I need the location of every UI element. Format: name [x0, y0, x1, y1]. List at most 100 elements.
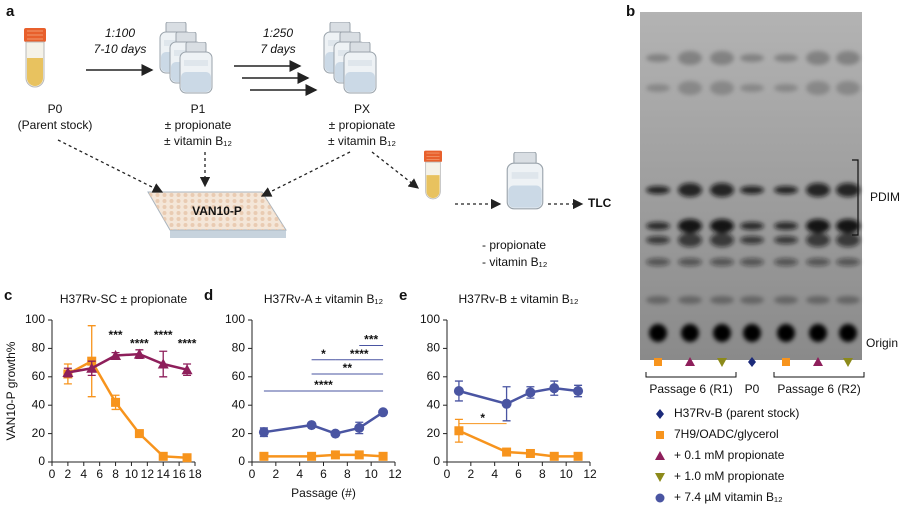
- origin-spot: [809, 324, 827, 342]
- band: [646, 222, 670, 230]
- band: [678, 183, 702, 197]
- band: [806, 81, 830, 95]
- band: [774, 186, 798, 194]
- plate-label: VAN10-P: [192, 204, 242, 218]
- band: [740, 54, 764, 62]
- marker: [655, 493, 665, 503]
- origin-label: Origin: [866, 336, 898, 350]
- significance-label: ****: [178, 336, 197, 350]
- band: [678, 51, 702, 65]
- bottle-stack: [160, 22, 212, 93]
- marker: [525, 387, 536, 398]
- band: [806, 51, 830, 65]
- band: [836, 258, 860, 266]
- x-tick-label: 6: [515, 467, 522, 481]
- y-axis-label: VAN10-P growth%: [4, 341, 18, 440]
- marker: [748, 357, 756, 367]
- marker: [655, 473, 665, 482]
- significance-label: ****: [130, 336, 149, 350]
- panel-label: c: [4, 287, 12, 304]
- band: [806, 233, 830, 247]
- x-tick-label: 12: [388, 467, 402, 481]
- x-tick-label: 18: [188, 467, 202, 481]
- condition: - vitamin B₁₂: [482, 255, 548, 269]
- band: [710, 233, 734, 247]
- x-tick-label: 8: [344, 467, 351, 481]
- marker: [717, 358, 727, 367]
- marker: [62, 367, 74, 378]
- x-axis-label: Passage (#): [291, 486, 356, 500]
- legend: H37Rv-B (parent stock) 7H9/OADC/glycerol +…: [655, 406, 799, 504]
- stage-name: PX: [354, 102, 370, 116]
- significance-label: ****: [314, 378, 333, 392]
- band: [678, 258, 702, 266]
- marker: [453, 386, 464, 396]
- series-line: [263, 411, 384, 435]
- band: [806, 183, 830, 197]
- y-tick-label: 60: [427, 369, 441, 383]
- panel-label: a: [6, 3, 15, 20]
- band: [740, 84, 764, 92]
- band: [710, 81, 734, 95]
- series-line: [458, 429, 579, 458]
- band: [710, 258, 734, 266]
- tube-icon: [424, 150, 442, 200]
- origin-spot: [713, 324, 731, 342]
- tlc-plate: [640, 12, 862, 360]
- marker: [111, 397, 121, 407]
- bottle-icon: [506, 152, 544, 210]
- x-tick-label: 12: [141, 467, 155, 481]
- marker: [573, 451, 583, 461]
- band-label: PDIM: [870, 190, 900, 204]
- x-tick-label: 4: [80, 467, 87, 481]
- y-tick-label: 60: [32, 369, 46, 383]
- y-tick-label: 100: [25, 312, 45, 326]
- origin-spot: [649, 324, 667, 342]
- marker: [86, 362, 98, 373]
- x-tick-label: 0: [49, 467, 56, 481]
- x-tick-label: 8: [112, 467, 119, 481]
- marker: [354, 450, 364, 460]
- band: [710, 51, 734, 65]
- band: [740, 222, 764, 230]
- chart-title: H37Rv-B ± vitamin B₁₂: [459, 292, 579, 306]
- origin-spot: [777, 324, 795, 342]
- y-tick-label: 60: [232, 369, 246, 383]
- band: [806, 258, 830, 266]
- origin-spot: [839, 324, 857, 342]
- lane-group: Passage 6 (R1): [649, 382, 732, 396]
- ratio: 1:100: [105, 26, 135, 40]
- x-tick-label: 6: [320, 467, 327, 481]
- y-tick-label: 20: [427, 426, 441, 440]
- band: [836, 219, 860, 233]
- y-tick-label: 0: [38, 454, 45, 468]
- condition: ± propionate: [165, 118, 232, 132]
- marker: [549, 451, 559, 461]
- band: [836, 183, 860, 197]
- y-tick-label: 0: [433, 454, 440, 468]
- condition: ± vitamin B₁₂: [164, 134, 232, 148]
- readout: TLC: [588, 196, 612, 210]
- marker: [525, 448, 535, 458]
- x-tick-label: 4: [296, 467, 303, 481]
- marker: [656, 409, 664, 419]
- series-line: [458, 386, 579, 406]
- tlc-bands: [646, 51, 860, 342]
- x-tick-label: 0: [249, 467, 256, 481]
- band: [710, 296, 734, 304]
- lane-group: P0: [745, 382, 760, 396]
- band: [740, 296, 764, 304]
- y-tick-label: 20: [232, 426, 246, 440]
- bottle-stack: [324, 22, 376, 93]
- band: [806, 219, 830, 233]
- band: [646, 84, 670, 92]
- marker: [454, 426, 464, 436]
- band: [774, 258, 798, 266]
- marker: [110, 350, 122, 360]
- legend-label: + 7.4 µM vitamin B₁₂: [674, 490, 783, 504]
- y-tick-label: 100: [420, 312, 440, 326]
- band: [710, 219, 734, 233]
- tube-icon: [24, 28, 46, 87]
- marker: [258, 427, 269, 438]
- chart-title: H37Rv-SC ± propionate: [60, 292, 188, 306]
